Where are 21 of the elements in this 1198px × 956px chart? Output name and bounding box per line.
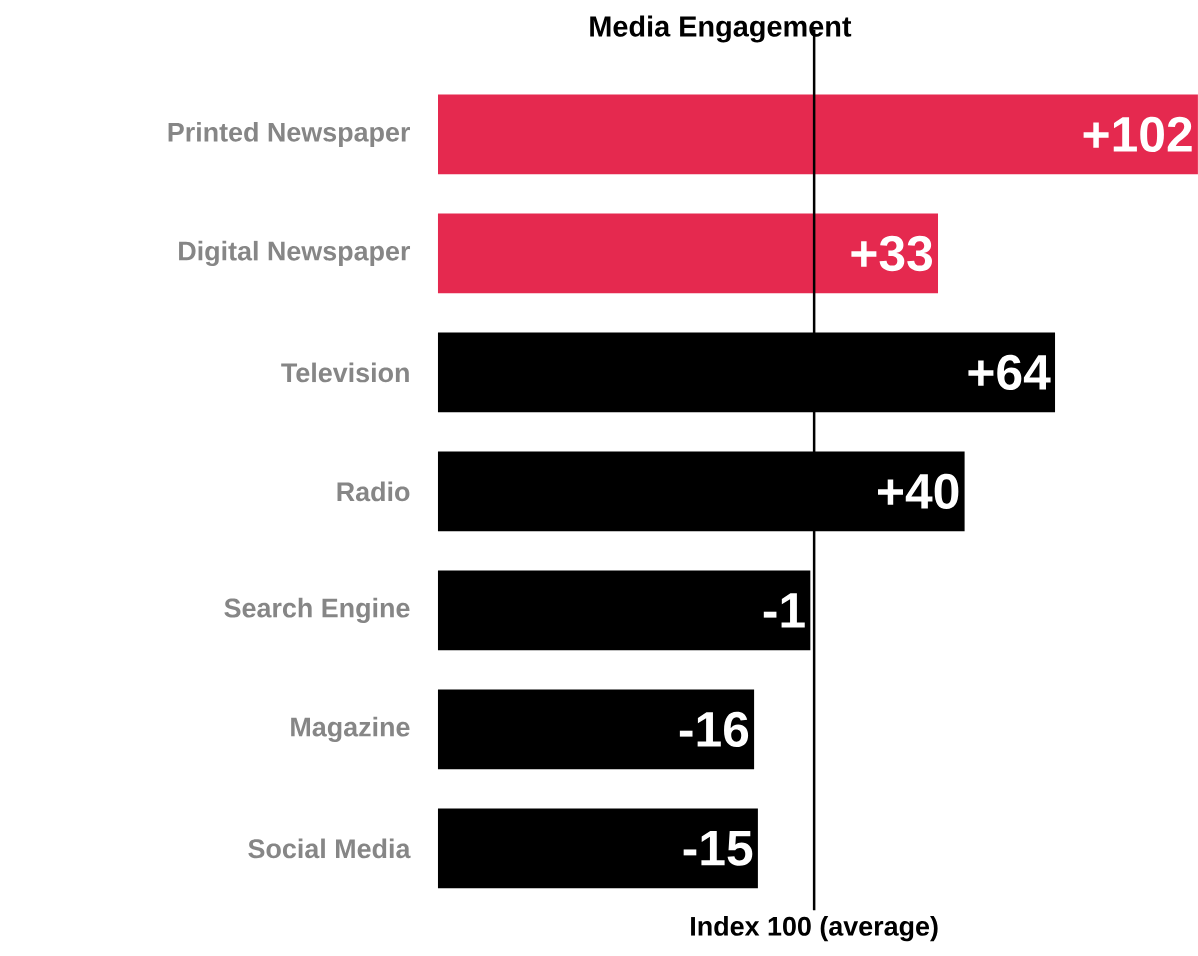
y-tick-label: Television	[281, 362, 409, 383]
annotation: -15	[683, 831, 753, 866]
annotation: +40	[878, 473, 959, 510]
ref-line-label: Index 100 (average)	[691, 916, 938, 942]
annotation: +33	[851, 235, 932, 272]
annotation: -1	[763, 593, 805, 628]
y-tick-label: Digital Newspaper	[179, 240, 411, 267]
annotation: +64	[968, 354, 1051, 391]
annotation: -16	[679, 711, 749, 748]
bar	[437, 570, 811, 651]
y-tick-label: Radio	[337, 481, 410, 502]
bar	[437, 808, 758, 889]
y-tick-label: Printed Newspaper	[168, 121, 411, 148]
y-tick-label: Social Media	[248, 838, 411, 859]
bar	[437, 213, 939, 294]
bar	[437, 94, 1198, 175]
y-tick-label: Magazine	[291, 716, 410, 743]
y-tick-label: Search Engine	[224, 597, 410, 624]
annotation: +102	[1083, 116, 1192, 153]
bar	[437, 689, 755, 770]
chart-title: Media Engagement	[590, 15, 852, 43]
